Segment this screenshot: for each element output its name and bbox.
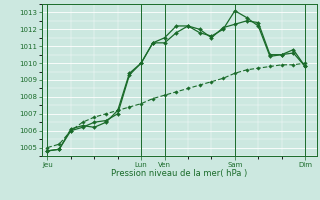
- X-axis label: Pression niveau de la mer( hPa ): Pression niveau de la mer( hPa ): [111, 169, 247, 178]
